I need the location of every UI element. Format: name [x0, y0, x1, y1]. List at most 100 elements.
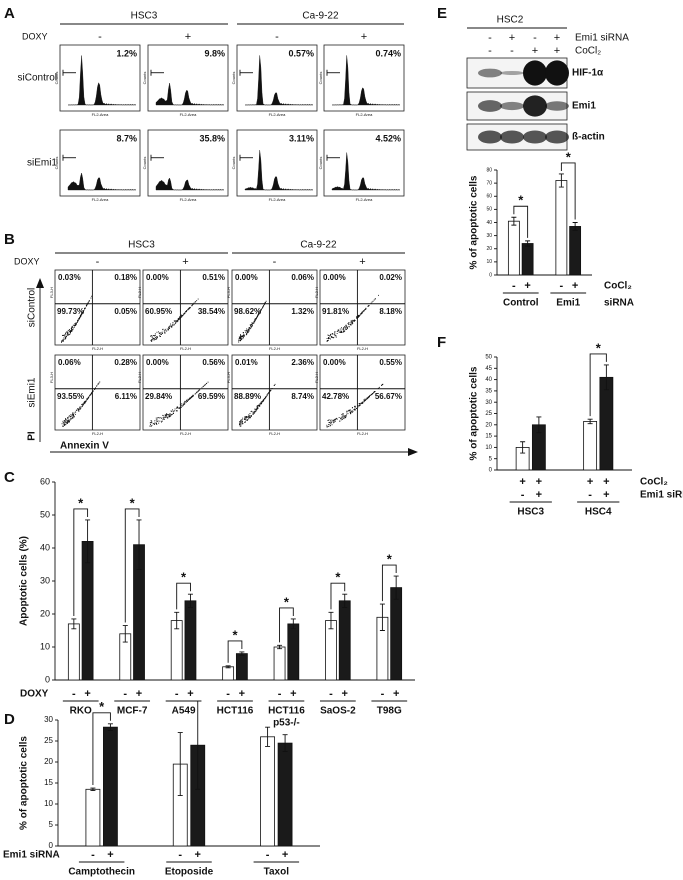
- bar: [507, 220, 520, 276]
- dot: [364, 400, 365, 402]
- histogram: [244, 55, 314, 106]
- dot: [263, 305, 265, 306]
- dot: [149, 425, 151, 427]
- panel-label: D: [4, 711, 15, 728]
- dot: [174, 408, 176, 410]
- dot: [247, 416, 249, 417]
- category-label: Etoposide: [165, 867, 214, 878]
- dot: [193, 302, 195, 304]
- dot: [184, 403, 186, 405]
- dot: [67, 332, 69, 334]
- condition-sign: -: [91, 849, 95, 861]
- condition-sign: -: [521, 489, 525, 501]
- dot: [75, 323, 77, 325]
- quadrant-value: 0.51%: [202, 273, 225, 282]
- dot: [250, 416, 252, 417]
- condition-sign: -: [512, 280, 516, 292]
- dot: [239, 422, 241, 424]
- dot: [150, 335, 152, 337]
- dot: [342, 413, 344, 415]
- dot: [260, 309, 262, 311]
- dot: [151, 339, 153, 340]
- dot: [360, 403, 362, 404]
- y-tick-label: 10: [44, 799, 53, 808]
- blot-band: [478, 68, 502, 78]
- dot: [166, 330, 168, 332]
- dot: [262, 399, 264, 400]
- error-bar: [277, 644, 283, 650]
- dot: [62, 340, 63, 342]
- dot: [265, 300, 267, 302]
- dot: [166, 413, 168, 415]
- dot: [150, 339, 152, 341]
- quadrant-value: 0.56%: [202, 358, 225, 367]
- dot: [164, 332, 165, 334]
- dot: [346, 413, 348, 415]
- dot: [164, 416, 166, 418]
- dot: [254, 320, 256, 322]
- error-bar: [328, 611, 334, 630]
- dot: [73, 415, 74, 417]
- dot: [157, 337, 158, 339]
- dot: [67, 334, 69, 336]
- dot: [358, 316, 359, 318]
- dot: [64, 420, 65, 422]
- dot: [67, 421, 69, 423]
- error-bar: [603, 364, 609, 391]
- dot: [196, 391, 198, 393]
- dot: [357, 406, 359, 408]
- dot: [80, 314, 82, 316]
- treatment-sign: +: [361, 31, 367, 43]
- dot: [72, 413, 73, 415]
- dot: [330, 420, 331, 422]
- dot: [252, 414, 254, 415]
- dot: [91, 295, 93, 297]
- dot: [165, 415, 166, 417]
- dot: [72, 327, 74, 329]
- error-bar: [558, 173, 564, 188]
- dot: [357, 404, 359, 406]
- significance-bracket: [73, 508, 89, 616]
- dot: [328, 338, 330, 339]
- dot: [151, 335, 153, 336]
- dot: [251, 325, 253, 327]
- dot-plot-frame: [319, 354, 406, 431]
- dot: [239, 421, 241, 422]
- quadrant-value: 98.62%: [234, 307, 261, 316]
- y-tick-label: 15: [485, 434, 492, 440]
- plot-x-label: FL2-H: [92, 431, 103, 436]
- percentage: 35.8%: [199, 133, 225, 143]
- plot-y-label: Counts: [231, 157, 236, 170]
- dot: [159, 335, 161, 337]
- significance-mark: *: [387, 551, 393, 566]
- dot: [70, 418, 72, 419]
- dot: [348, 323, 349, 325]
- dot: [329, 421, 331, 423]
- dot: [66, 421, 68, 423]
- y-tick-label: 50: [485, 355, 492, 361]
- dot: [153, 338, 155, 340]
- dot: [334, 331, 336, 333]
- quadrant-value: 42.78%: [322, 392, 349, 401]
- dot: [247, 329, 249, 330]
- condition-sign: +: [519, 476, 525, 488]
- condition-sign: +: [587, 476, 593, 488]
- dot: [260, 403, 262, 405]
- plot-y-label: Counts: [318, 72, 323, 85]
- dot: [78, 318, 80, 320]
- dot: [334, 331, 336, 333]
- dot: [240, 419, 242, 421]
- dot: [263, 305, 264, 307]
- dot: [366, 397, 368, 399]
- quadrant-value: 0.00%: [235, 273, 258, 282]
- dot: [248, 330, 250, 332]
- dot: [167, 417, 169, 419]
- dot: [167, 329, 169, 331]
- dot: [244, 416, 245, 418]
- dot: [188, 308, 190, 309]
- dot: [334, 332, 336, 334]
- dot: [63, 425, 64, 427]
- dot: [97, 383, 99, 385]
- dot: [171, 324, 173, 326]
